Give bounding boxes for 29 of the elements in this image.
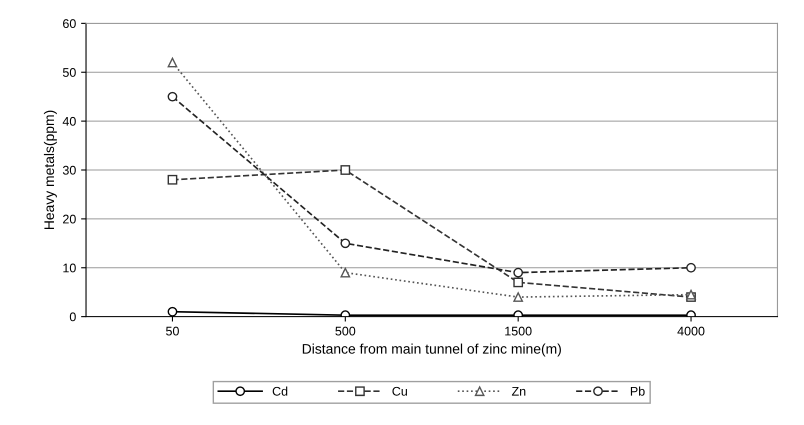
x-axis-title: Distance from main tunnel of zinc mine(m): [302, 344, 561, 356]
point: [513, 268, 524, 278]
x-tick-label: 4000: [677, 326, 704, 336]
y-tick-label: 60: [63, 19, 76, 28]
point: [168, 92, 178, 102]
point: [168, 174, 178, 185]
point: [168, 58, 178, 68]
point: [686, 262, 696, 273]
legend-label: Cu: [392, 386, 407, 396]
point: [513, 278, 524, 288]
y-axis-title: Heavy metals(ppm): [44, 110, 57, 230]
x-tick-label: 50: [166, 326, 179, 336]
legend-label: Zn: [512, 386, 526, 396]
point: [686, 290, 696, 300]
x-tick-label: 1500: [505, 326, 532, 336]
legend-label: Pb: [630, 386, 645, 396]
point: [168, 306, 178, 317]
point: [513, 292, 524, 302]
x-tick-label: 500: [335, 326, 356, 336]
y-tick-label: 20: [63, 214, 76, 224]
legend-label: Cd: [272, 386, 288, 396]
y-tick-label: 30: [62, 166, 76, 175]
y-tick-label: 50: [62, 68, 76, 77]
point: [340, 238, 350, 248]
y-tick-label: 40: [62, 116, 76, 126]
y-tick-label: 0: [70, 312, 76, 322]
point: [340, 268, 350, 278]
y-tick-label: 10: [63, 264, 76, 272]
point: [340, 165, 350, 175]
